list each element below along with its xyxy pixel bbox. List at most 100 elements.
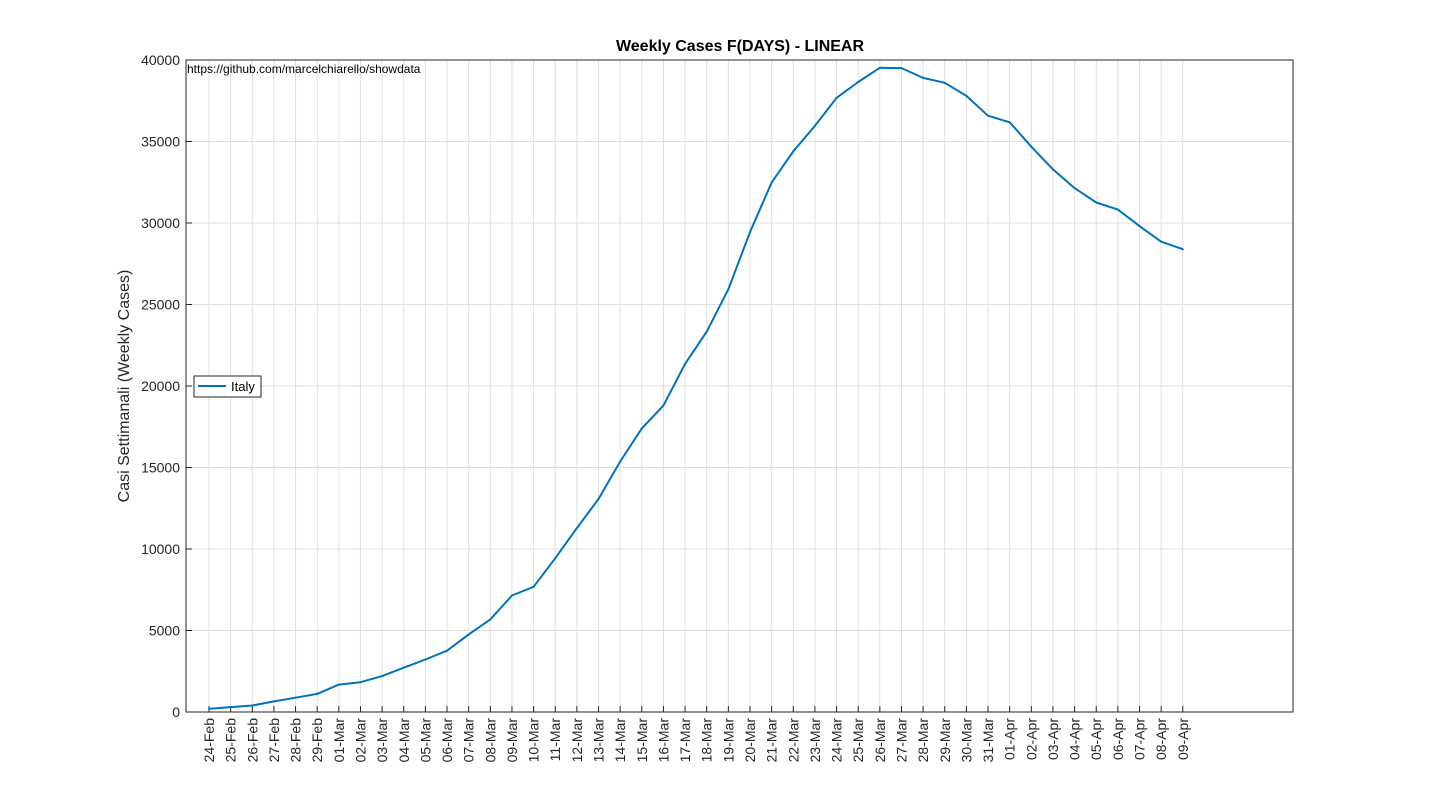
y-tick-label: 25000: [141, 297, 180, 313]
x-tick-label: 12-Mar: [569, 718, 585, 763]
x-tick-label: 07-Mar: [461, 718, 477, 763]
x-tick-label: 19-Mar: [720, 718, 736, 763]
data-point: [1030, 145, 1033, 148]
data-point: [510, 594, 513, 597]
x-tick-label: 04-Mar: [396, 718, 412, 763]
x-tick-label: 28-Mar: [915, 718, 931, 763]
y-axis-label: Casi Settimanali (Weekly Cases): [116, 270, 133, 503]
data-point: [727, 288, 730, 291]
data-point: [532, 585, 535, 588]
data-point: [662, 404, 665, 407]
data-point: [1181, 248, 1184, 251]
x-tick-label: 27-Feb: [266, 718, 282, 763]
data-point: [424, 658, 427, 661]
x-tick-label: 03-Mar: [374, 718, 390, 763]
y-tick-label: 40000: [141, 52, 180, 68]
data-point: [792, 150, 795, 153]
x-tick-label: 09-Mar: [504, 718, 520, 763]
x-tick-label: 20-Mar: [742, 718, 758, 763]
x-tick-label: 17-Mar: [677, 718, 693, 763]
x-tick-label: 06-Apr: [1110, 718, 1126, 760]
data-point: [684, 362, 687, 365]
x-tick-label: 10-Mar: [526, 718, 542, 763]
x-tick-label: 29-Feb: [309, 718, 325, 763]
x-tick-label: 02-Apr: [1023, 718, 1039, 760]
x-tick-label: 28-Feb: [288, 718, 304, 763]
x-tick-label: 26-Feb: [244, 718, 260, 763]
data-point: [857, 81, 860, 84]
x-tick-label: 13-Mar: [591, 718, 607, 763]
data-point: [1138, 225, 1141, 228]
x-tick-label: 02-Mar: [352, 718, 368, 763]
x-tick-label: 16-Mar: [655, 718, 671, 763]
data-point: [359, 681, 362, 684]
data-point: [381, 675, 384, 678]
data-point: [705, 330, 708, 333]
y-tick-label: 5000: [149, 623, 180, 639]
data-point: [575, 527, 578, 530]
series-line-italy: [208, 66, 1184, 710]
data-point: [229, 706, 232, 709]
x-tick-label: 04-Apr: [1067, 718, 1083, 760]
legend: Italy: [193, 375, 262, 398]
y-tick-label: 0: [172, 704, 180, 720]
data-point: [770, 181, 773, 184]
x-tick-label: 05-Apr: [1088, 718, 1104, 760]
series-layer: [208, 66, 1184, 710]
data-point: [640, 427, 643, 430]
data-point: [619, 460, 622, 463]
x-tick-label: 08-Mar: [482, 718, 498, 763]
data-point: [402, 666, 405, 669]
x-tick-label: 24-Mar: [829, 718, 845, 763]
data-point: [900, 67, 903, 70]
x-tick-label: 24-Feb: [201, 718, 217, 763]
x-tick-label: 27-Mar: [893, 718, 909, 763]
data-point: [272, 700, 275, 703]
x-tick-label: 18-Mar: [699, 718, 715, 763]
grid: [186, 59, 1293, 713]
data-point: [749, 231, 751, 234]
chart-title: Weekly Cases F(DAYS) - LINEAR: [616, 38, 865, 55]
data-point: [813, 124, 816, 127]
x-tick-label: 31-Mar: [980, 718, 996, 763]
source-annotation: https://github.com/marcelchiarello/showd…: [187, 62, 421, 76]
y-tick-label: 20000: [141, 378, 180, 394]
data-point: [597, 497, 600, 500]
data-point: [467, 633, 470, 636]
y-tick-label: 30000: [141, 215, 180, 231]
data-point: [294, 696, 297, 699]
data-point: [1160, 240, 1163, 243]
legend-box: [193, 375, 262, 398]
data-point: [316, 692, 319, 695]
x-tick-label: 25-Feb: [223, 718, 239, 763]
x-tick-label: 30-Mar: [958, 718, 974, 763]
x-tick-label: 22-Mar: [785, 718, 801, 763]
y-tick-label: 10000: [141, 541, 180, 557]
data-point: [208, 707, 210, 710]
data-point: [554, 557, 557, 560]
x-tick-label: 23-Mar: [807, 718, 823, 763]
x-tick-label: 15-Mar: [634, 718, 650, 763]
data-point: [1051, 168, 1054, 171]
legend-label-italy: Italy: [231, 379, 255, 394]
x-tick-label: 01-Mar: [331, 718, 347, 763]
x-tick-label: 03-Apr: [1045, 718, 1061, 760]
data-point: [489, 618, 492, 621]
data-point: [878, 66, 881, 69]
x-tick-label: 09-Apr: [1175, 718, 1191, 760]
data-point: [943, 81, 946, 84]
x-tick-label: 07-Apr: [1132, 718, 1148, 760]
x-tick-label: 14-Mar: [612, 718, 628, 763]
y-tick-label: 15000: [141, 460, 180, 476]
x-tick-label: 29-Mar: [937, 718, 953, 763]
data-point: [965, 94, 968, 97]
x-tick-label: 21-Mar: [764, 718, 780, 763]
data-point: [1095, 201, 1098, 204]
x-tick-label: 05-Mar: [417, 718, 433, 763]
x-tick-label: 25-Mar: [850, 718, 866, 763]
x-tick-label: 01-Apr: [1002, 718, 1018, 760]
x-tick-label: 11-Mar: [547, 718, 563, 762]
x-tick-label: 06-Mar: [439, 718, 455, 763]
